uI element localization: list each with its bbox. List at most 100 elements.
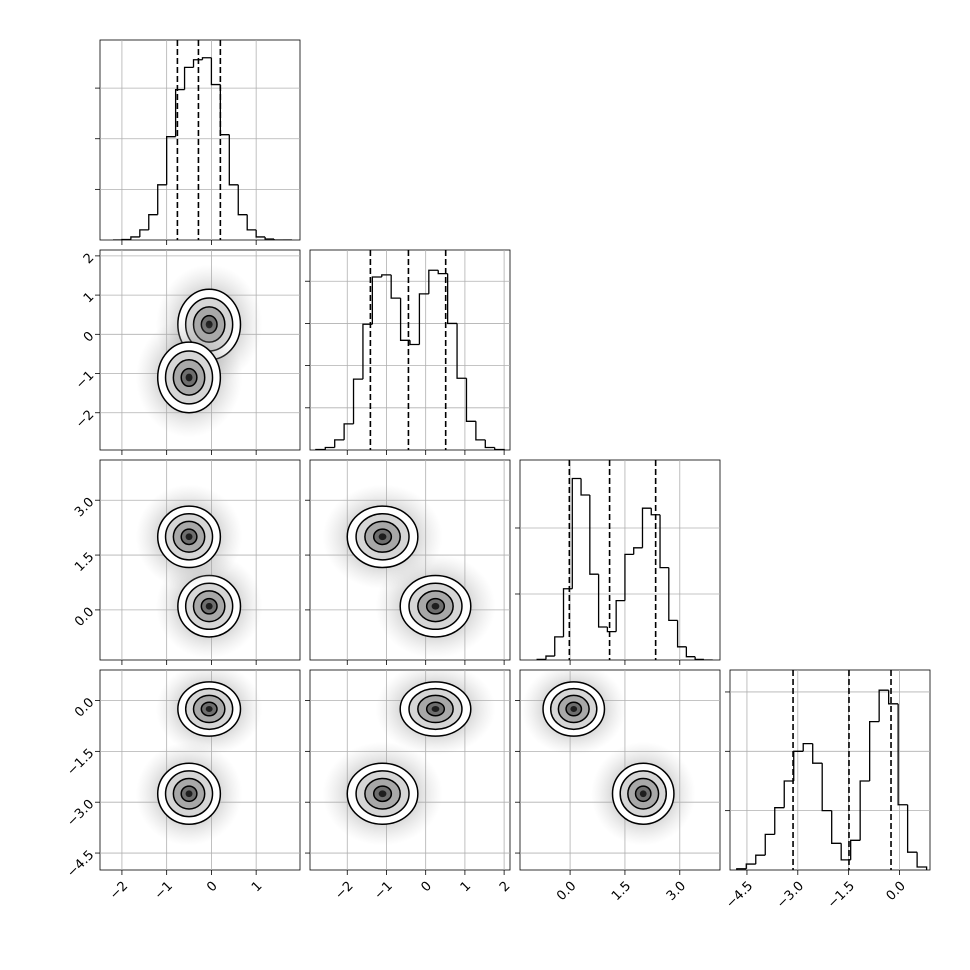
histogram-step	[916, 852, 928, 870]
x-tick-label: −4.5	[723, 879, 756, 912]
panel-frame	[99, 39, 301, 241]
histogram-step	[390, 274, 401, 299]
histogram-step	[554, 636, 564, 657]
density-contour	[378, 533, 387, 541]
histogram-step	[812, 743, 823, 764]
histogram-step	[246, 214, 257, 231]
histogram-step	[755, 854, 766, 865]
panel-content	[310, 670, 510, 870]
x-tick-label: 0.0	[884, 879, 909, 904]
density-contour	[185, 373, 193, 382]
panel	[305, 249, 511, 455]
panel-content	[730, 670, 930, 870]
histogram-step	[897, 703, 908, 806]
panel	[95, 39, 301, 245]
panel-content	[310, 250, 510, 450]
histogram-step	[157, 184, 167, 215]
histogram-step	[633, 547, 643, 555]
panel-content	[520, 670, 720, 870]
y-tick-label: 2	[81, 251, 97, 267]
panel-frame	[519, 459, 721, 661]
x-tick-label: 0	[204, 879, 220, 895]
histogram-step	[545, 655, 555, 660]
histogram-step	[264, 236, 275, 240]
x-tick-label: −1.5	[825, 879, 858, 912]
histogram-step	[148, 214, 158, 230]
histogram-step	[166, 136, 176, 185]
histogram-step	[650, 508, 661, 516]
x-tick-label: 1	[458, 879, 474, 895]
panel	[305, 459, 511, 665]
x-tick-label: 1	[249, 879, 265, 895]
panel-content	[100, 40, 300, 240]
histogram-step	[580, 478, 590, 496]
histogram-step	[641, 507, 652, 548]
panel-content	[100, 460, 300, 660]
histogram-step	[685, 646, 696, 658]
histogram-step	[352, 378, 363, 424]
histogram-step	[362, 323, 373, 380]
histogram-step	[571, 477, 582, 589]
histogram-step	[850, 839, 861, 860]
histogram-step	[589, 494, 599, 575]
x-tick-label: 0.0	[554, 879, 579, 904]
histogram-step	[774, 807, 785, 835]
y-tick-label: −1.5	[64, 746, 97, 779]
histogram-step	[139, 229, 149, 237]
panel-content	[100, 670, 300, 870]
histogram-step	[446, 273, 458, 325]
panel: −2 −1 0 1 2	[73, 249, 301, 455]
y-tick-label: 1	[81, 290, 97, 306]
histogram-step	[840, 843, 851, 861]
density-contour	[431, 706, 440, 712]
histogram-step	[906, 804, 918, 853]
histogram-step	[484, 439, 495, 449]
density-contour	[378, 790, 387, 798]
histogram-step	[121, 238, 131, 240]
histogram-step	[878, 689, 889, 722]
x-tick-label: −2	[107, 879, 131, 903]
histogram-step	[802, 742, 813, 752]
y-tick-label: −4.5	[64, 848, 97, 881]
density-contour	[185, 790, 193, 798]
histogram-step	[668, 567, 678, 622]
histogram-step	[783, 780, 794, 808]
panel-frame	[309, 249, 511, 451]
x-tick-label: 2	[497, 879, 513, 895]
histogram-step	[465, 378, 476, 422]
y-tick-label: −2	[73, 407, 97, 431]
panel-content	[100, 250, 300, 450]
histogram-step	[456, 323, 467, 379]
panel-content	[310, 460, 510, 660]
x-tick-label: 3.0	[664, 879, 689, 904]
histogram-step	[255, 229, 266, 238]
histogram-step	[494, 447, 505, 450]
histogram-step	[624, 553, 634, 601]
panel: 0.0 1.5 3.0	[515, 669, 721, 904]
histogram-step	[201, 57, 212, 60]
histogram-step	[597, 574, 608, 628]
histogram-step	[703, 659, 713, 660]
histogram-step	[615, 599, 625, 632]
y-tick-label: 0	[81, 329, 97, 345]
histogram-step	[428, 269, 439, 294]
histogram-step	[381, 274, 392, 278]
histogram-step	[237, 184, 248, 216]
x-tick-label: 1.5	[609, 879, 634, 904]
x-tick-label: −1	[152, 879, 176, 903]
density-contour	[639, 790, 647, 798]
histogram-step	[676, 620, 687, 648]
histogram-step	[192, 59, 203, 68]
histogram-step	[736, 868, 747, 870]
panel	[515, 459, 721, 665]
x-tick-label: 0	[419, 879, 435, 895]
density-contour	[185, 533, 193, 541]
histogram-step	[399, 298, 410, 341]
y-tick-label: 3.0	[72, 495, 97, 520]
y-tick-label: 0.0	[72, 605, 97, 630]
histogram-step	[694, 656, 704, 660]
panel: −2 −1 0 1 2	[305, 669, 513, 903]
histogram-step	[130, 236, 140, 240]
